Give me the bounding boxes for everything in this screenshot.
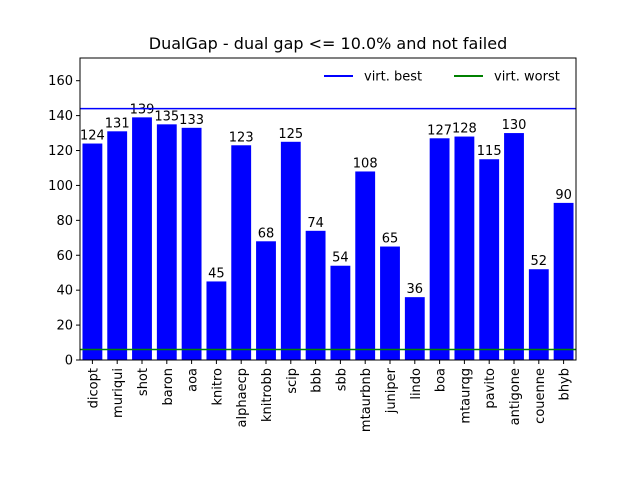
plot-frame bbox=[79, 57, 577, 361]
bar-value-label: 123 bbox=[229, 130, 254, 145]
y-tick-label: 20 bbox=[56, 319, 73, 334]
bar-bbb bbox=[305, 230, 326, 360]
plot-area: 124 dicopt 131 muriqui 139 shot 135 baron 133 aoa… bbox=[48, 74, 576, 432]
bar-baron bbox=[156, 124, 177, 360]
bar-value-label: 36 bbox=[407, 282, 424, 297]
bar-value-label: 125 bbox=[278, 127, 303, 142]
bar-lindo bbox=[404, 297, 425, 360]
bar-scip bbox=[280, 141, 301, 360]
y-tick-label: 80 bbox=[56, 214, 73, 229]
chart-title: DualGap - dual gap <= 10.0% and not fail… bbox=[149, 34, 507, 53]
bar-mtaurqg bbox=[454, 136, 475, 360]
x-tick-label-mtaurqg: mtaurqg bbox=[458, 368, 473, 424]
y-tick-label: 100 bbox=[48, 179, 73, 194]
bar-dicopt bbox=[82, 143, 103, 360]
bar-boa bbox=[429, 138, 450, 360]
bar-value-label: 128 bbox=[452, 122, 477, 137]
x-tick-label-knitro: knitro bbox=[210, 368, 225, 406]
x-tick-label-shot: shot bbox=[136, 368, 151, 396]
bar-antigone bbox=[504, 133, 524, 360]
bar-value-label: 133 bbox=[179, 113, 204, 128]
x-tick-label-mtaurbnb: mtaurbnb bbox=[359, 368, 374, 432]
x-tick-label-knitrobb: knitrobb bbox=[260, 368, 275, 422]
y-tick-label: 0 bbox=[65, 354, 73, 369]
bar-mtaurbnb bbox=[355, 171, 376, 360]
x-tick-label-pavito: pavito bbox=[483, 368, 498, 409]
y-tick-label: 60 bbox=[56, 249, 73, 264]
legend: virt. best virt. worst bbox=[324, 70, 560, 85]
bar-value-label: 115 bbox=[477, 144, 502, 159]
bar-value-label: 108 bbox=[353, 156, 378, 171]
x-tick-label-scip: scip bbox=[285, 368, 300, 394]
x-tick-label-lindo: lindo bbox=[409, 368, 424, 400]
x-tick-label-bbb: bbb bbox=[310, 368, 325, 393]
x-tick-label-muriqui: muriqui bbox=[111, 368, 126, 418]
bar-value-label: 135 bbox=[154, 109, 179, 124]
bar-couenne bbox=[528, 269, 549, 360]
y-tick-label: 140 bbox=[48, 109, 73, 124]
x-tick-label-couenne: couenne bbox=[533, 368, 548, 424]
y-tick-label: 160 bbox=[48, 74, 73, 89]
bar-juniper bbox=[380, 246, 400, 360]
bar-value-label: 68 bbox=[258, 226, 275, 241]
x-tick-label-boa: boa bbox=[434, 368, 449, 392]
bar-aoa bbox=[181, 127, 202, 360]
x-tick-label-baron: baron bbox=[161, 368, 176, 405]
bar-value-label: 90 bbox=[555, 188, 572, 203]
x-tick-label-dicopt: dicopt bbox=[86, 368, 101, 408]
bar-value-label: 139 bbox=[130, 102, 155, 117]
bar-pavito bbox=[479, 159, 500, 360]
x-tick-label-antigone: antigone bbox=[508, 368, 523, 425]
bar-bhyb bbox=[553, 202, 574, 360]
x-tick-label-juniper: juniper bbox=[384, 367, 399, 414]
x-tick-label-alphaecp: alphaecp bbox=[235, 368, 250, 427]
bar-alphaecp bbox=[231, 145, 252, 360]
y-tick-label: 40 bbox=[56, 284, 73, 299]
bar-value-label: 130 bbox=[502, 118, 527, 133]
bar-value-label: 52 bbox=[531, 254, 548, 269]
x-tick-label-sbb: sbb bbox=[334, 368, 349, 391]
bar-value-label: 45 bbox=[208, 266, 225, 281]
bar-value-label: 131 bbox=[105, 116, 130, 131]
bar-value-label: 74 bbox=[307, 216, 324, 231]
bar-knitrobb bbox=[256, 241, 276, 360]
legend-entry-label: virt. best bbox=[364, 70, 422, 85]
bar-shot bbox=[132, 117, 152, 360]
legend-entry-label: virt. worst bbox=[494, 70, 560, 85]
bar-value-label: 124 bbox=[80, 129, 105, 144]
bar-sbb bbox=[330, 265, 351, 360]
bar-value-label: 65 bbox=[382, 232, 399, 247]
y-tick-label: 120 bbox=[48, 144, 73, 159]
bar-knitro bbox=[206, 281, 227, 360]
bar-value-label: 54 bbox=[332, 251, 349, 266]
x-tick-label-bhyb: bhyb bbox=[558, 368, 573, 400]
bar-value-label: 127 bbox=[427, 123, 452, 138]
x-tick-label-aoa: aoa bbox=[186, 368, 201, 392]
bar-muriqui bbox=[107, 131, 128, 360]
